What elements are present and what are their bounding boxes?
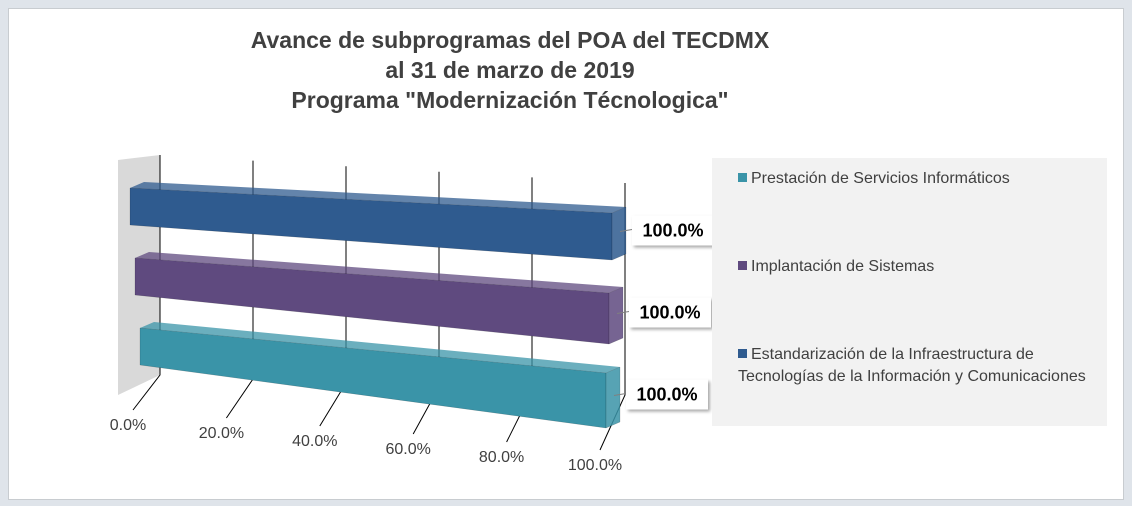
data-label-box: [632, 215, 714, 246]
legend-label: Estandarización de la Infraestructura de…: [738, 346, 1086, 385]
legend-swatch: [738, 173, 747, 182]
x-tick-label: 60.0%: [386, 441, 431, 458]
data-label: 100.0%: [636, 384, 697, 404]
bar-end: [611, 206, 627, 261]
leader-line: [613, 393, 627, 396]
legend-item: Prestación de Servicios Informáticos: [738, 168, 1088, 190]
legend-swatch: [738, 261, 747, 270]
data-label: 100.0%: [642, 220, 703, 240]
legend-item: Estandarización de la Infraestructura de…: [738, 344, 1088, 388]
data-label-box: [626, 379, 708, 410]
grid-line: [132, 155, 161, 411]
bar: [139, 327, 607, 429]
legend-label: Prestación de Servicios Informáticos: [751, 170, 1010, 187]
data-label-box: [629, 297, 711, 328]
bar-top: [140, 322, 620, 373]
legend-label: Implantación de Sistemas: [751, 258, 935, 275]
bar-top: [130, 182, 626, 213]
bar-end: [608, 286, 624, 345]
leader-line: [619, 229, 633, 232]
legend-swatch: [738, 349, 747, 358]
chart-title: al 31 de marzo de 2019: [385, 57, 634, 83]
x-tick-label: 0.0%: [110, 417, 146, 434]
data-label: 100.0%: [639, 302, 700, 322]
legend-item: Implantación de Sistemas: [738, 256, 1088, 278]
bar-top: [135, 252, 623, 293]
bar-end: [605, 366, 621, 429]
chart-title: Avance de subprogramas del POA del TECDM…: [251, 27, 770, 53]
legend: Prestación de Servicios Informáticos Impl…: [712, 158, 1107, 426]
x-tick-label: 80.0%: [479, 449, 524, 466]
chart-title: Programa "Modernización Técnologica": [291, 87, 728, 113]
x-tick-label: 20.0%: [199, 425, 244, 442]
x-tick-label: 40.0%: [292, 433, 337, 450]
x-tick-label: 100.0%: [568, 457, 622, 474]
leader-line: [616, 311, 630, 314]
